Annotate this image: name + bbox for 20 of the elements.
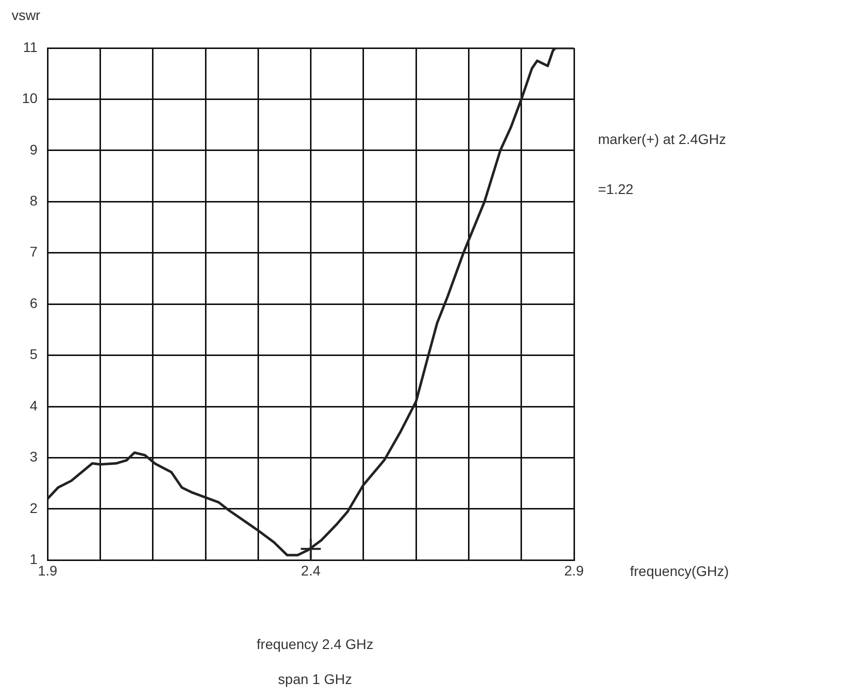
y-tick-label: 3	[30, 448, 38, 465]
text: =1.22	[598, 180, 634, 197]
x-tick-label: 2.9	[564, 562, 584, 578]
y-tick-label: 6	[30, 294, 38, 311]
y-tick-label: 10	[22, 90, 38, 106]
y-tick-label: 9	[30, 141, 38, 158]
y-tick-label: 1	[30, 551, 38, 568]
x-tick-label: 1.9	[38, 562, 58, 578]
y-tick-label: 4	[30, 397, 38, 414]
text: marker(+) at 2.4GHz	[598, 130, 726, 147]
text: frequency 2.4 GHz	[256, 636, 374, 652]
x-tick-label: 2.4	[301, 562, 321, 578]
y-tick-label: 5	[30, 346, 38, 362]
x-axis-title: frequency(GHz)	[630, 563, 729, 580]
text: span 1 GHz	[278, 670, 352, 687]
y-tick-label: 8	[30, 192, 38, 209]
y-axis-title: vswr	[12, 6, 41, 23]
y-tick-label: 7	[30, 244, 38, 260]
y-tick-label: 2	[30, 500, 38, 516]
y-tick-label: 11	[23, 38, 38, 55]
